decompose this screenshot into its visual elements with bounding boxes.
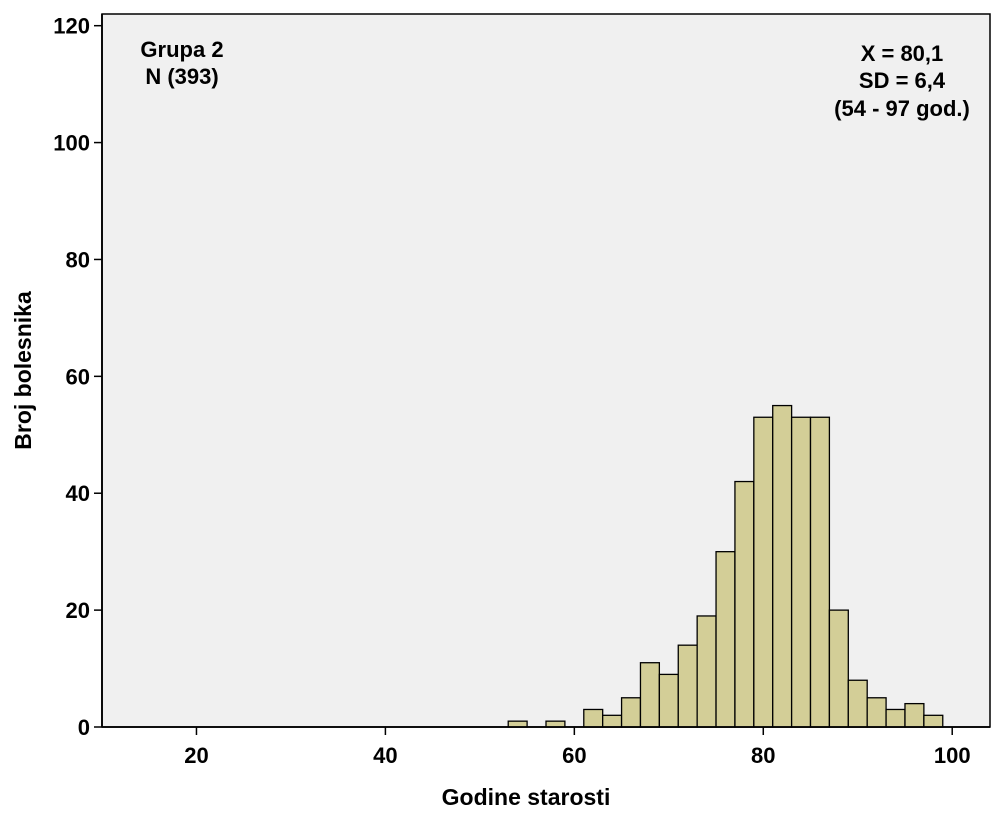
y-tick-label: 120 bbox=[53, 14, 90, 39]
histogram-bar bbox=[790, 416, 812, 728]
x-tick-label: 80 bbox=[751, 743, 775, 768]
y-tick-label: 40 bbox=[66, 481, 90, 506]
histogram-bar bbox=[885, 708, 906, 728]
y-tick-label: 80 bbox=[66, 247, 90, 272]
histogram-bar bbox=[772, 404, 793, 728]
x-tick-label: 40 bbox=[373, 743, 397, 768]
histogram-bar bbox=[809, 416, 831, 728]
histogram-bar bbox=[828, 609, 849, 728]
y-tick-label: 100 bbox=[53, 131, 90, 156]
histogram-bar bbox=[620, 697, 642, 728]
histogram-bar bbox=[734, 480, 755, 728]
annotation-mean: X = 80,1 bbox=[861, 41, 944, 66]
histogram-bar bbox=[639, 662, 661, 728]
plot-area bbox=[101, 13, 991, 728]
histogram-bar bbox=[847, 679, 868, 728]
annotation-sample-size: N (393) bbox=[145, 64, 218, 89]
x-tick-label: 60 bbox=[562, 743, 586, 768]
annotation-group-label: Grupa 2 bbox=[140, 37, 223, 62]
x-ticks-group: 20 40 60 80 100 bbox=[184, 727, 971, 768]
histogram-bar bbox=[696, 615, 717, 728]
annotation-sd: SD = 6,4 bbox=[859, 68, 946, 93]
x-tick-label: 20 bbox=[184, 743, 208, 768]
histogram-bar bbox=[866, 697, 887, 728]
axes-group bbox=[101, 14, 990, 728]
x-axis-title: Godine starosti bbox=[442, 784, 611, 810]
histogram-bar bbox=[904, 702, 925, 728]
y-tick-label: 0 bbox=[78, 715, 90, 740]
histogram-bar bbox=[602, 714, 623, 728]
histogram-bar bbox=[658, 673, 679, 728]
histogram-bar bbox=[923, 714, 944, 728]
y-tick-label: 60 bbox=[66, 364, 90, 389]
annotation-range: (54 - 97 god.) bbox=[834, 96, 970, 121]
histogram-bar bbox=[715, 551, 736, 728]
y-axis-title: Broj bolesnika bbox=[10, 291, 36, 450]
histogram-bar bbox=[583, 708, 604, 728]
histogram-bar bbox=[677, 644, 698, 728]
x-tick-label: 100 bbox=[934, 743, 971, 768]
y-tick-label: 20 bbox=[66, 598, 90, 623]
bars-group bbox=[507, 404, 944, 728]
histogram-bar bbox=[753, 416, 774, 728]
y-ticks-group: 0 20 40 60 80 100 120 bbox=[53, 14, 102, 740]
